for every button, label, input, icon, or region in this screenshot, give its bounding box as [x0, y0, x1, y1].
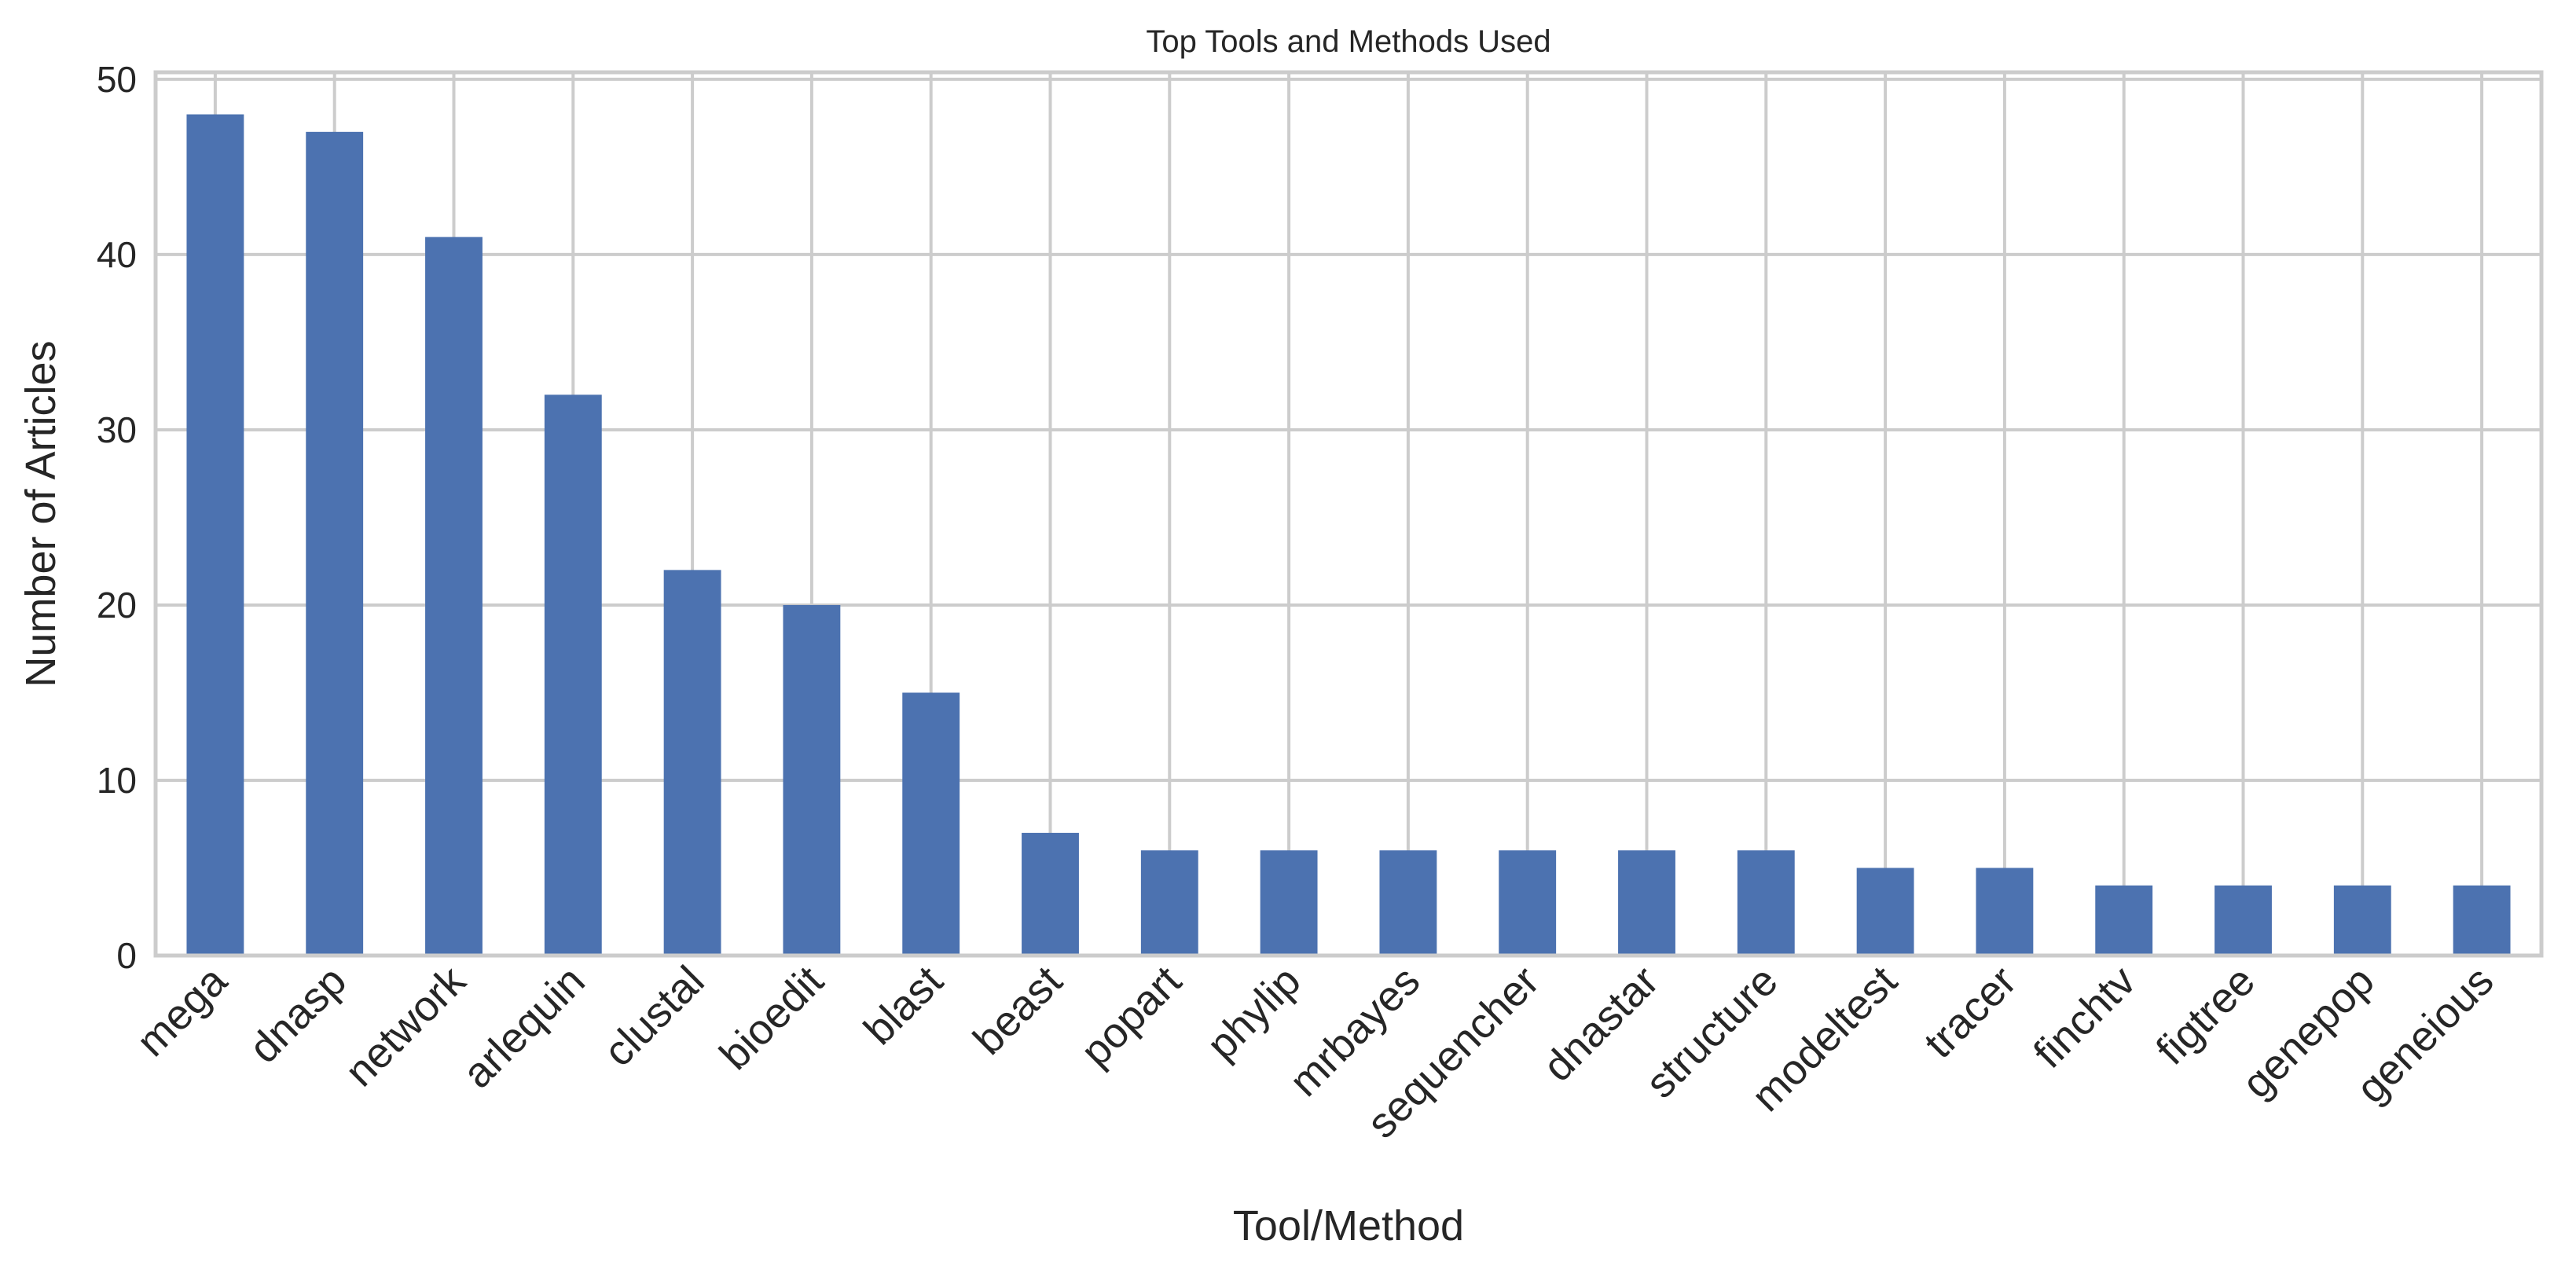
- x-tick-label-bioedit: bioedit: [710, 957, 832, 1079]
- x-tick-label-clustal: clustal: [595, 957, 714, 1076]
- x-tick-label-popart: popart: [1072, 957, 1191, 1076]
- x-tick-label-network: network: [336, 956, 475, 1095]
- x-tick-label-figtree: figtree: [2147, 957, 2264, 1074]
- x-tick-label-blast: blast: [855, 957, 952, 1054]
- y-tick-labels: 0 10 20 30 40 50: [97, 59, 137, 976]
- bar-dnastar: [1618, 850, 1675, 956]
- x-tick-label-tracer: tracer: [1915, 957, 2025, 1067]
- bar-sequencher: [1499, 850, 1557, 956]
- bar-bioedit: [783, 604, 841, 956]
- bar-modeltest: [1856, 868, 1914, 956]
- x-tick-label-mega: mega: [127, 956, 237, 1066]
- x-tick-label-beast: beast: [964, 957, 1071, 1064]
- bar-network: [425, 237, 483, 956]
- bar-arlequin: [544, 394, 602, 956]
- bar-finchtv: [2095, 885, 2153, 956]
- bar-tracer: [1976, 868, 2034, 956]
- x-tick-label-arlequin: arlequin: [453, 957, 593, 1097]
- bar-geneious: [2453, 885, 2511, 956]
- y-tick-label: 50: [97, 59, 137, 100]
- bar-phylip: [1260, 850, 1318, 956]
- grid-lines: [156, 72, 2541, 957]
- bar-beast: [1022, 832, 1079, 956]
- y-tick-label: 0: [116, 935, 137, 976]
- x-tick-label-phylip: phylip: [1198, 957, 1309, 1069]
- x-tick-label-finchtv: finchtv: [2024, 957, 2145, 1077]
- bar-clustal: [663, 570, 721, 956]
- x-tick-label-dnasp: dnasp: [240, 957, 355, 1072]
- y-axis-label: Number of Articles: [17, 340, 64, 687]
- y-tick-label: 40: [97, 234, 137, 275]
- plot-frame: [153, 70, 2544, 958]
- bar-mrbayes: [1379, 850, 1437, 956]
- bar-dnasp: [306, 131, 364, 956]
- bar-figtree: [2215, 885, 2272, 956]
- y-tick-label: 30: [97, 409, 137, 450]
- plot-border: [153, 70, 2544, 958]
- y-tick-label: 20: [97, 585, 137, 625]
- bar-popart: [1140, 850, 1198, 956]
- chart-title: Top Tools and Methods Used: [1146, 24, 1550, 59]
- x-axis-label: Tool/Method: [1233, 1202, 1464, 1249]
- bar-genepop: [2333, 885, 2391, 956]
- bars: [186, 114, 2511, 956]
- bar-mega: [186, 114, 244, 956]
- y-tick-label: 10: [97, 760, 137, 801]
- bar-structure: [1737, 850, 1795, 956]
- bar-blast: [902, 692, 960, 956]
